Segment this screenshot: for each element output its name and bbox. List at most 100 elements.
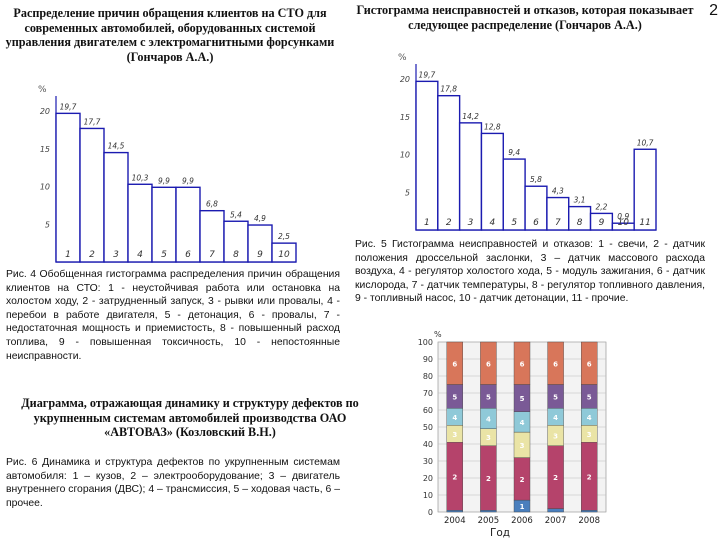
stacked-segment: [580, 341, 598, 385]
segment-label: 2: [553, 474, 558, 482]
category-label: 3: [468, 218, 474, 228]
stacked-segment: [480, 341, 497, 385]
bar: [437, 94, 461, 231]
category-label: 10: [618, 218, 630, 228]
bar: [103, 151, 129, 263]
category-label: 8: [233, 250, 239, 260]
category-label: 6: [533, 218, 539, 228]
segment-label: 4: [520, 419, 525, 427]
category-label: 7: [209, 250, 215, 260]
segment-label: 3: [520, 442, 525, 450]
stacked-segment: [513, 341, 531, 385]
y-tick-label: 10: [40, 183, 50, 192]
bar-value-label: 9,9: [158, 176, 170, 185]
segment-label: 6: [452, 360, 457, 368]
y-tick-label: 0: [428, 508, 433, 517]
bar: [79, 127, 105, 263]
bar: [247, 224, 273, 263]
category-label: 4: [137, 250, 143, 260]
y-tick-label: 30: [423, 457, 433, 466]
segment-label: 5: [486, 393, 491, 401]
category-label: 1: [424, 218, 430, 228]
bar-value-label: 19,7: [60, 102, 77, 111]
bar: [175, 186, 201, 263]
y-tick-label: 40: [423, 440, 433, 449]
segment-label: 4: [486, 416, 491, 424]
stacked-segment: [446, 510, 463, 513]
bar-value-label: 17,8: [440, 85, 457, 94]
y-tick-label: 70: [423, 389, 433, 398]
segment-label: 1: [520, 503, 525, 511]
bar-value-label: 5,8: [530, 175, 542, 184]
category-label: 2006: [511, 516, 533, 526]
segment-label: 5: [587, 393, 592, 401]
bar-value-label: 2,5: [278, 232, 290, 241]
category-label: 2005: [478, 516, 500, 526]
bar: [633, 148, 657, 231]
category-label: 9: [599, 218, 605, 228]
bar: [415, 80, 439, 231]
segment-label: 3: [452, 431, 457, 439]
y-tick-label: 10: [423, 491, 433, 500]
bar: [480, 132, 504, 231]
fig5-histogram: % 5 10 15 20 19,7 1 17,8 2 14,2 3 12,8 4 9,4 5 5,8 6 4,3 7…: [398, 53, 657, 231]
y-tick-label: 15: [400, 113, 410, 122]
fig6-stacked-chart: % 0 10 20 30 40 50 60 70 80 90 100 2 3 4 5 6 2004 2 3 4 5 6 200…: [418, 330, 607, 539]
page-number: 2: [709, 2, 718, 19]
category-label: 11: [639, 218, 650, 228]
bar-value-label: 4,3: [552, 187, 564, 196]
category-label: 3: [113, 250, 119, 260]
bar-value-label: 14,5: [108, 142, 125, 151]
segment-label: 4: [452, 414, 457, 422]
category-label: 2: [446, 218, 452, 228]
bar-value-label: 5,4: [230, 210, 242, 219]
fig4-histogram: % 5 10 15 20 19,7 1 17,7 2 14,5 3 10,3 4 9,9 5 9,9 6 6,8 7…: [38, 85, 297, 263]
y-tick-label: 20: [40, 107, 50, 116]
bar-value-label: 9,9: [182, 176, 194, 185]
bar-value-label: 14,2: [462, 112, 479, 121]
bar-value-label: 9,4: [508, 148, 520, 157]
stacked-segment: [480, 510, 497, 513]
category-label: 5: [161, 250, 167, 260]
bar-value-label: 2,2: [595, 202, 607, 211]
bar: [458, 122, 483, 231]
y-tick-label: 20: [423, 474, 433, 483]
segment-label: 5: [553, 393, 558, 401]
left-heading: Распределение причин обращения клиентов …: [5, 6, 335, 64]
bar-value-label: 6,8: [206, 200, 218, 209]
category-label: 8: [577, 218, 583, 228]
bar: [199, 209, 225, 263]
y-tick-label: 15: [40, 145, 50, 154]
bar-value-label: 17,7: [84, 117, 101, 126]
y-tick-label: 5: [45, 220, 50, 229]
bar-value-label: 0,9: [617, 212, 629, 221]
y-tick-label: 50: [423, 423, 433, 432]
segment-label: 2: [486, 475, 491, 483]
category-label: 4: [489, 218, 495, 228]
y-axis-label: %: [398, 53, 407, 63]
y-axis-label: %: [434, 330, 442, 339]
segment-label: 5: [520, 395, 525, 403]
segment-label: 4: [553, 414, 558, 422]
y-axis-label: %: [38, 85, 47, 95]
category-label: 5: [511, 218, 517, 228]
category-label: 9: [257, 250, 263, 260]
bar-value-label: 19,7: [419, 70, 436, 79]
category-label: 1: [65, 250, 71, 260]
segment-label: 2: [587, 473, 592, 481]
fig6-caption: Рис. 6 Динамика и структура дефектов по …: [6, 457, 340, 509]
category-label: 2007: [545, 516, 567, 526]
fig5-caption: Рис. 5 Гистограмма неисправностей и отка…: [355, 239, 705, 305]
bar-value-label: 3,1: [574, 196, 586, 205]
bar-value-label: 4,9: [254, 214, 266, 223]
segment-label: 3: [486, 434, 491, 442]
x-axis-label: Год: [490, 527, 510, 539]
bar: [55, 112, 81, 263]
segment-label: 2: [452, 473, 457, 481]
segment-label: 6: [553, 360, 558, 368]
bar: [271, 242, 297, 263]
category-label: 2004: [444, 516, 466, 526]
y-tick-label: 90: [423, 355, 433, 364]
y-tick-label: 100: [418, 338, 433, 347]
segment-label: 3: [587, 431, 592, 439]
